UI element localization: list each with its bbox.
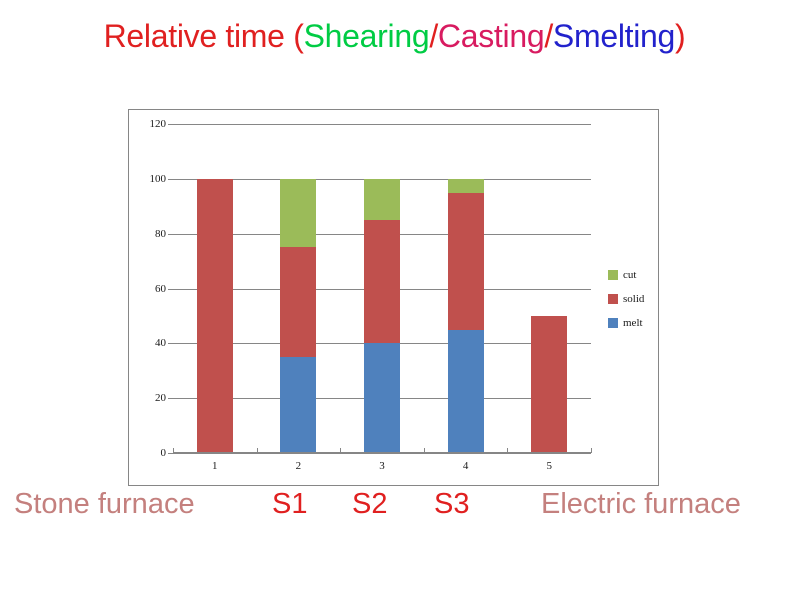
bar-column-2[interactable]: 2 (256, 124, 341, 472)
annotation-s1: S1 (272, 488, 308, 520)
stacked-bar[interactable] (363, 124, 400, 453)
bar-segment-solid[interactable] (447, 192, 484, 330)
legend-label-solid: solid (623, 293, 645, 305)
legend-item-melt[interactable]: melt (608, 311, 668, 335)
legend-item-cut[interactable]: cut (608, 263, 668, 287)
title-part-5: Smelting (552, 18, 676, 54)
stacked-bar[interactable] (196, 124, 233, 453)
title-part-3: Casting (437, 18, 545, 54)
bar-column-1[interactable]: 1 (173, 124, 257, 472)
x-axis-tick-mark (340, 448, 342, 453)
annotation-s3: S3 (434, 488, 470, 520)
bar-segment-melt[interactable] (363, 343, 400, 453)
y-axis-tick-label: 100 (149, 172, 167, 185)
bar-segment-solid[interactable] (196, 178, 233, 453)
legend-label-melt: melt (623, 317, 643, 329)
x-axis-tick-label: 2 (295, 460, 302, 472)
x-axis-tick-mark (591, 448, 592, 453)
bar-column-4[interactable]: 4 (423, 124, 508, 472)
x-axis-tick-label: 5 (546, 460, 552, 472)
legend-swatch-solid (608, 294, 618, 304)
y-axis-tick-label: 80 (155, 227, 166, 240)
chart-plot-area: 0 20 40 60 80 100 120 1 2 3 4 5 (150, 118, 592, 472)
y-axis-tick-label: 0 (160, 447, 167, 459)
legend-swatch-cut (608, 270, 618, 280)
bar-column-5[interactable]: 5 (507, 124, 591, 472)
legend-item-solid[interactable]: solid (608, 287, 668, 311)
x-axis-tick-label: 3 (379, 460, 385, 472)
title-part-6: ) (675, 18, 686, 54)
bar-segment-cut[interactable] (280, 178, 317, 248)
title-part-4: / (544, 18, 553, 54)
annotation-electric-furnace: Electric furnace (541, 488, 741, 520)
y-axis-tick-mark (168, 178, 173, 180)
bar-segment-solid[interactable] (363, 219, 400, 344)
y-axis-tick-mark (168, 453, 173, 454)
title-part-1: Shearing (303, 18, 430, 54)
legend-label-cut: cut (623, 269, 637, 281)
bar-segment-solid[interactable] (280, 247, 317, 358)
y-axis-tick-label: 40 (155, 337, 166, 350)
bar-segment-cut[interactable] (447, 178, 484, 193)
x-axis-tick-mark (256, 448, 258, 453)
annotation-s2: S2 (352, 488, 388, 520)
x-axis-tick-mark (173, 448, 174, 453)
chart-container: 0 20 40 60 80 100 120 1 2 3 4 5 cut solid melt (128, 109, 659, 486)
y-axis-tick-mark (168, 124, 173, 125)
y-axis-tick-label: 120 (149, 118, 167, 130)
chart-legend: cut solid melt (608, 263, 668, 335)
stacked-bar[interactable] (531, 124, 568, 453)
bar-segment-solid[interactable] (531, 315, 568, 453)
y-axis-tick-mark (168, 288, 173, 290)
y-axis-tick-label: 60 (155, 282, 166, 295)
y-axis-tick-label: 20 (155, 392, 166, 405)
y-axis-tick-mark (168, 398, 173, 400)
y-axis-tick-mark (168, 343, 173, 345)
x-axis-tick-mark (423, 448, 425, 453)
annotation-stone-furnace: Stone furnace (14, 488, 195, 520)
x-axis-line (173, 452, 591, 453)
x-axis-tick-label: 1 (212, 460, 218, 472)
gridline-0 (173, 453, 591, 454)
title-part-0: Relative time ( (103, 18, 304, 54)
y-axis-tick-mark (168, 233, 173, 235)
bar-segment-melt[interactable] (447, 329, 484, 453)
stacked-bar[interactable] (280, 124, 317, 453)
bar-column-3[interactable]: 3 (340, 124, 424, 472)
slide-title: Relative time (Shearing/Casting/Smelting… (0, 18, 789, 55)
x-axis-tick-mark (507, 448, 509, 453)
legend-swatch-melt (608, 318, 618, 328)
bar-segment-cut[interactable] (363, 178, 400, 220)
gridline-120 (173, 124, 591, 125)
stacked-bar[interactable] (447, 124, 484, 453)
title-part-2: / (429, 18, 438, 54)
bar-segment-melt[interactable] (280, 357, 317, 453)
x-axis-tick-label: 4 (462, 460, 469, 472)
